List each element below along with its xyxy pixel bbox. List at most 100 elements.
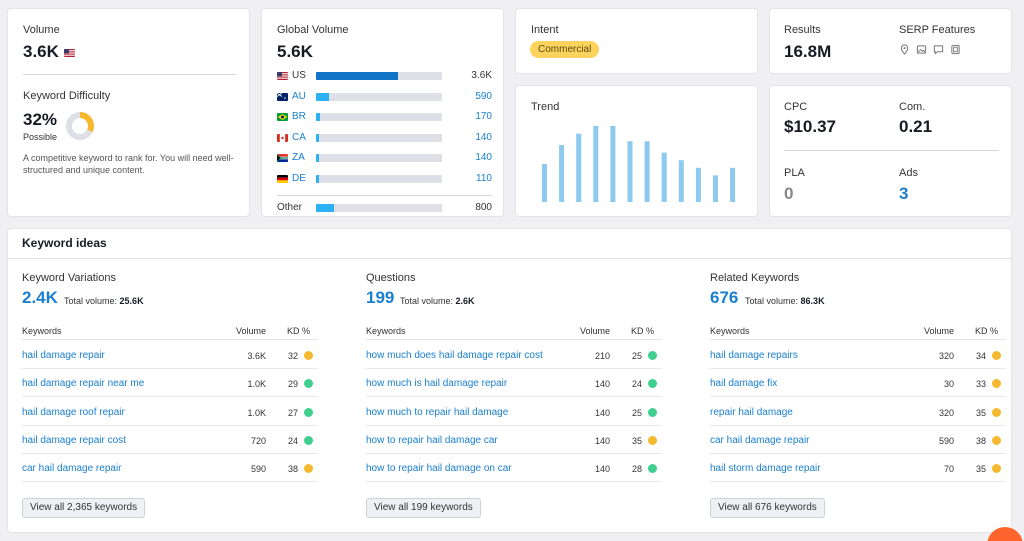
serp-features-icons bbox=[899, 44, 961, 55]
trend-bar[interactable] bbox=[576, 133, 582, 202]
keyword-volume: 30 bbox=[943, 379, 954, 390]
global-row-au[interactable]: AU 590 bbox=[277, 90, 492, 104]
keyword-link[interactable]: repair hail damage bbox=[710, 406, 793, 418]
za-flag-icon bbox=[277, 154, 288, 162]
keyword-volume: 140 bbox=[594, 435, 610, 446]
global-row-us[interactable]: US 3.6K bbox=[277, 69, 492, 83]
country-volume: 590 bbox=[475, 90, 492, 102]
map-pin-icon[interactable] bbox=[899, 44, 910, 55]
results-value: 16.8M bbox=[784, 42, 832, 61]
country-bar-fill bbox=[316, 92, 329, 101]
trend-bar[interactable] bbox=[730, 167, 736, 202]
trend-bar[interactable] bbox=[542, 164, 547, 202]
keyword-kd: 27 bbox=[287, 407, 298, 418]
keyword-volume: 590 bbox=[938, 435, 954, 446]
view-all-button[interactable]: View all 2,365 keywords bbox=[22, 498, 146, 518]
global-row-ca[interactable]: CA 140 bbox=[277, 131, 492, 145]
table-row: how to repair hail damage car 140 35 bbox=[366, 426, 662, 454]
keyword-kd: 28 bbox=[631, 464, 642, 475]
total-volume: Total volume: 2.6K bbox=[400, 296, 475, 306]
intent-card: Intent Commercial bbox=[515, 8, 758, 74]
kd-indicator-dot bbox=[304, 464, 313, 474]
kd-indicator-dot bbox=[992, 379, 1001, 389]
global-row-br[interactable]: BR 170 bbox=[277, 110, 492, 124]
keyword-link[interactable]: hail damage repair cost bbox=[22, 434, 126, 446]
table-row: how much does hail damage repair cost 210… bbox=[366, 341, 662, 369]
intent-label: Intent bbox=[531, 24, 559, 36]
trend-bar[interactable] bbox=[644, 141, 650, 202]
ads-value[interactable]: 3 bbox=[899, 184, 909, 203]
header-keywords: Keywords bbox=[366, 326, 406, 336]
table-header: Keywords Volume KD % bbox=[22, 322, 318, 340]
keyword-kd: 29 bbox=[287, 379, 298, 390]
keyword-link[interactable]: how to repair hail damage on car bbox=[366, 463, 512, 475]
keyword-link[interactable]: car hail damage repair bbox=[22, 463, 122, 475]
keyword-link[interactable]: how much is hail damage repair bbox=[366, 378, 508, 390]
keyword-link[interactable]: hail damage repair bbox=[22, 350, 105, 361]
trend-bar[interactable] bbox=[678, 160, 684, 202]
keyword-kd: 25 bbox=[631, 407, 642, 418]
keyword-volume: 140 bbox=[594, 379, 610, 390]
trend-bar[interactable] bbox=[593, 126, 599, 202]
keyword-volume: 1.0K bbox=[247, 379, 266, 390]
country-code: ZA bbox=[292, 152, 305, 163]
pla-value: 0 bbox=[784, 184, 794, 203]
global-volume-card: Global Volume 5.6K US 3.6K AU 590 BR 170 CA 140… bbox=[261, 8, 504, 217]
trend-bar[interactable] bbox=[559, 145, 565, 202]
image-icon[interactable] bbox=[916, 44, 927, 55]
keyword-difficulty-value: 32% bbox=[23, 110, 58, 129]
keyword-link[interactable]: hail damage fix bbox=[710, 378, 778, 390]
volume-card: Volume 3.6K Keyword Difficulty 32% Possi… bbox=[7, 8, 250, 217]
trend-chart bbox=[542, 126, 736, 202]
keyword-column-keyword-variations: Keyword Variations 2.4K Total volume: 25.6… bbox=[22, 269, 318, 529]
header-kd: KD % bbox=[974, 326, 998, 336]
results-card: Results 16.8M SERP Features bbox=[769, 8, 1012, 74]
trend-bar[interactable] bbox=[713, 175, 718, 202]
keyword-link[interactable]: how much does hail damage repair cost bbox=[366, 350, 543, 361]
column-title: Questions bbox=[366, 272, 416, 284]
country-code: DE bbox=[292, 172, 306, 184]
keyword-link[interactable]: how much to repair hail damage bbox=[366, 406, 509, 418]
cpc-label: CPC bbox=[784, 101, 808, 113]
knowledge-panel-icon[interactable] bbox=[950, 44, 961, 55]
keyword-link[interactable]: car hail damage repair bbox=[710, 434, 810, 446]
view-all-button[interactable]: View all 676 keywords bbox=[710, 498, 825, 518]
keyword-kd: 24 bbox=[287, 435, 298, 446]
keyword-kd: 25 bbox=[631, 351, 642, 361]
keyword-volume: 140 bbox=[594, 464, 610, 475]
review-icon[interactable] bbox=[933, 44, 944, 55]
country-volume: 140 bbox=[475, 131, 492, 143]
keyword-link[interactable]: hail damage repairs bbox=[710, 350, 798, 361]
kd-indicator-dot bbox=[304, 351, 313, 360]
column-count[interactable]: 2.4K bbox=[22, 288, 58, 307]
keyword-volume: 140 bbox=[594, 407, 610, 418]
trend-bar[interactable] bbox=[627, 141, 633, 202]
table-row: hail storm damage repair 70 35 bbox=[710, 454, 1006, 483]
global-divider bbox=[277, 195, 492, 196]
country-bar-fill bbox=[316, 72, 398, 80]
header-keywords: Keywords bbox=[710, 326, 750, 336]
trend-bar[interactable] bbox=[661, 152, 667, 202]
keyword-link[interactable]: how to repair hail damage car bbox=[366, 434, 498, 446]
help-fab-button[interactable] bbox=[987, 527, 1023, 541]
country-bar bbox=[316, 133, 442, 142]
country-bar bbox=[316, 154, 442, 162]
table-row: hail damage repairs 320 34 bbox=[710, 341, 1006, 369]
keyword-link[interactable]: hail storm damage repair bbox=[710, 463, 821, 475]
keyword-link[interactable]: hail damage repair near me bbox=[22, 378, 145, 390]
header-volume: Volume bbox=[579, 326, 610, 336]
keyword-kd: 35 bbox=[975, 407, 986, 418]
keyword-link[interactable]: hail damage roof repair bbox=[22, 406, 125, 418]
column-count[interactable]: 676 bbox=[710, 288, 739, 307]
ads-label: Ads bbox=[899, 167, 918, 179]
country-code: BR bbox=[292, 111, 306, 122]
keyword-ideas-title: Keyword ideas bbox=[22, 236, 107, 250]
table-row: how much is hail damage repair 140 24 bbox=[366, 369, 662, 398]
global-row-de[interactable]: DE 110 bbox=[277, 172, 492, 186]
trend-bar[interactable] bbox=[610, 126, 616, 202]
view-all-button[interactable]: View all 199 keywords bbox=[366, 498, 481, 518]
global-row-za[interactable]: ZA 140 bbox=[277, 151, 492, 165]
trend-bar[interactable] bbox=[695, 167, 701, 202]
country-bar-fill bbox=[316, 113, 320, 121]
column-count[interactable]: 199 bbox=[366, 288, 395, 307]
